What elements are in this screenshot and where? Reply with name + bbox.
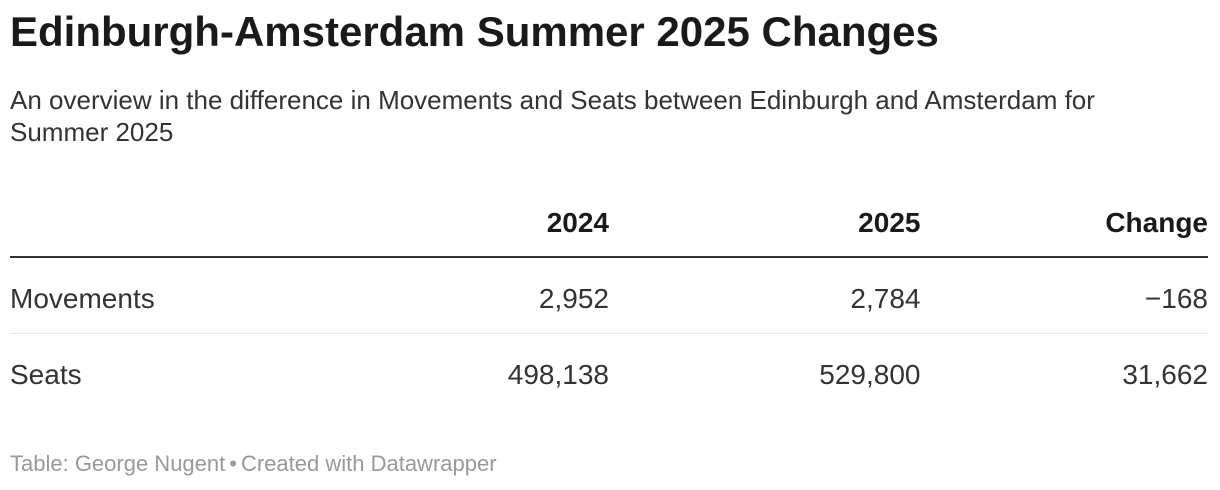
table-row-movements: Movements 2,952 2,784 −168 xyxy=(10,257,1208,335)
cell-seats-2024: 498,138 xyxy=(507,359,609,391)
table-header-row: 2024 2025 Change xyxy=(10,206,1208,259)
datawrapper-table-widget: Edinburgh-Amsterdam Summer 2025 Changes … xyxy=(0,8,1220,477)
table-row-seats: Seats 498,138 529,800 31,662 xyxy=(10,334,1208,410)
data-table: 2024 2025 Change Movements 2,952 2,784 −… xyxy=(10,206,1208,409)
attribution-footer: Table: George Nugent • Created with Datawr… xyxy=(10,451,1208,477)
column-header-2024: 2024 xyxy=(309,206,609,259)
cell-seats-change: 31,662 xyxy=(1122,359,1208,391)
chart-subtitle: An overview in the difference in Movemen… xyxy=(10,85,1095,148)
datawrapper-credit-link[interactable]: Created with Datawrapper xyxy=(240,451,497,477)
cell-seats-2025: 529,800 xyxy=(819,359,921,391)
column-header-2025: 2025 xyxy=(609,206,921,259)
table-byline: Table: George Nugent xyxy=(10,451,226,477)
row-label-seats: Seats xyxy=(10,359,82,391)
column-header-change: Change xyxy=(920,206,1208,259)
chart-title: Edinburgh-Amsterdam Summer 2025 Changes xyxy=(10,8,939,55)
cell-movements-change: −168 xyxy=(920,257,1208,335)
column-header-rowlabel xyxy=(10,206,310,259)
footer-separator: • xyxy=(229,451,237,477)
cell-movements-2024: 2,952 xyxy=(309,257,609,335)
row-label-movements: Movements xyxy=(10,257,310,335)
cell-movements-2025: 2,784 xyxy=(609,257,921,335)
